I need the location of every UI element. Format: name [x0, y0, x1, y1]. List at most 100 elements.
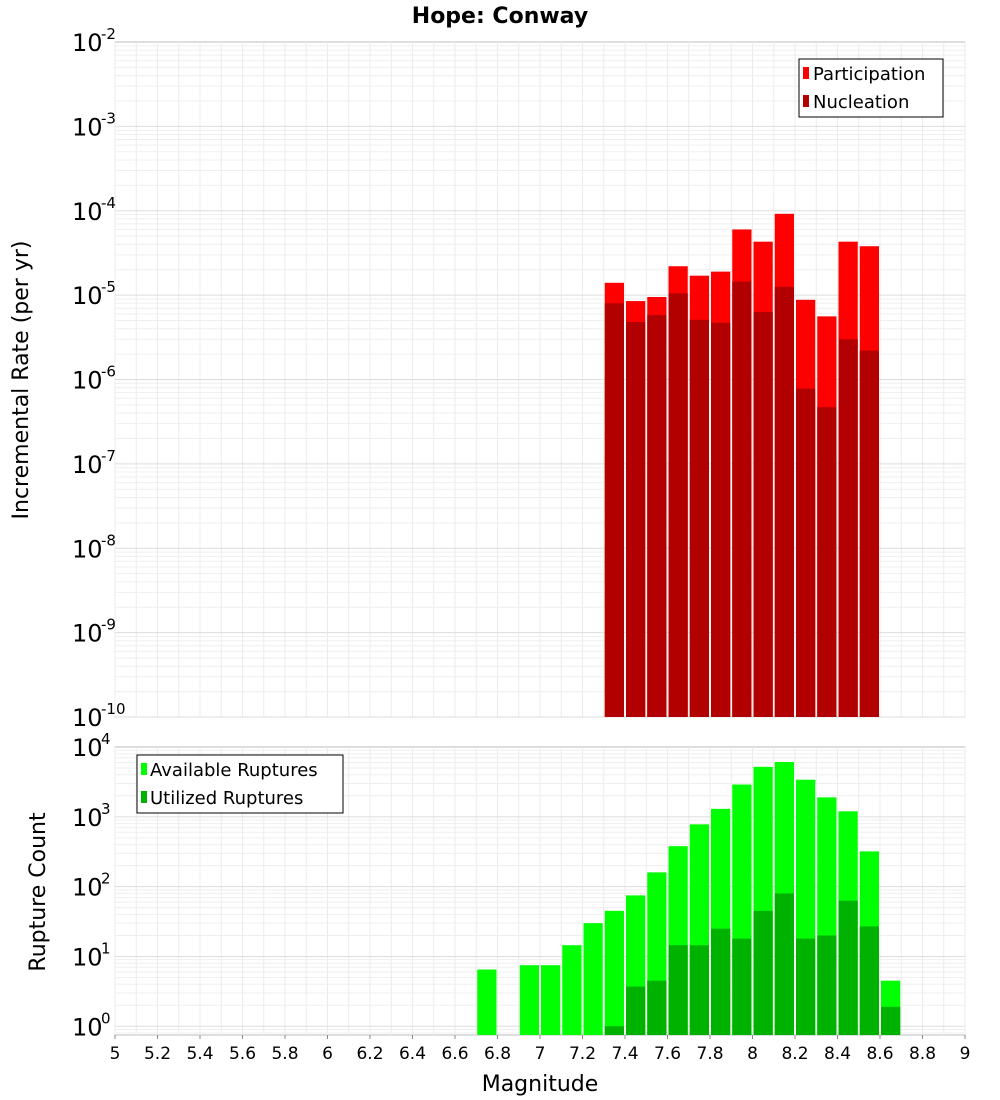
- bottom-legend-box: [136, 754, 344, 814]
- top-y-tick-base: 10: [72, 535, 103, 563]
- nucleation-bar: [689, 319, 709, 717]
- top-y-tick-exponent: -10: [101, 700, 126, 718]
- top-legend-box: [798, 58, 944, 118]
- utilized-ruptures-bar: [732, 938, 752, 1035]
- utilized-ruptures-bar: [881, 1006, 901, 1035]
- legend-swatch-utilized-ruptures: [141, 791, 147, 803]
- x-tick-label: 5.2: [144, 1044, 171, 1064]
- x-tick-label: 7.6: [654, 1044, 681, 1064]
- utilized-ruptures-bar: [711, 928, 731, 1035]
- bottom-y-tick-exponent: 3: [101, 800, 111, 818]
- x-tick-label: 8.4: [824, 1044, 851, 1064]
- top-y-tick-base: 10: [72, 367, 103, 395]
- top-bars: [604, 213, 879, 718]
- bottom-y-tick-exponent: 0: [101, 1009, 111, 1027]
- legend-label-utilized-ruptures: Utilized Ruptures: [150, 788, 303, 809]
- x-tick-label: 5.8: [271, 1044, 298, 1064]
- utilized-ruptures-bar: [859, 926, 879, 1035]
- utilized-ruptures-bar: [817, 935, 837, 1035]
- top-y-axis-label: Incremental Rate (per yr): [9, 241, 34, 520]
- available-ruptures-bar: [583, 923, 603, 1035]
- bottom-y-tick-base: 10: [72, 943, 103, 971]
- x-axis-label: Magnitude: [482, 1072, 599, 1097]
- nucleation-bar: [796, 388, 816, 717]
- x-tick-label: 8.8: [909, 1044, 936, 1064]
- x-tick-label: 5.6: [229, 1044, 256, 1064]
- nucleation-bar: [817, 407, 837, 717]
- x-tick-label: 7: [535, 1044, 546, 1064]
- top-y-tick-exponent: -9: [101, 616, 116, 634]
- x-tick-label: 5.4: [186, 1044, 213, 1064]
- bottom-bars: [477, 761, 901, 1035]
- top-y-tick-exponent: -2: [101, 25, 116, 43]
- top-y-tick-exponent: -4: [101, 194, 116, 212]
- bottom-y-tick-exponent: 4: [101, 730, 111, 748]
- utilized-ruptures-bar: [689, 945, 709, 1035]
- top-y-tick-exponent: -8: [101, 531, 116, 549]
- legend-swatch-nucleation: [803, 95, 809, 107]
- x-tick-label: 6: [322, 1044, 333, 1064]
- available-ruptures-bar: [541, 965, 561, 1035]
- x-tick-label: 7.2: [569, 1044, 596, 1064]
- utilized-ruptures-bar: [796, 938, 816, 1035]
- x-tick-label: 7.4: [611, 1044, 638, 1064]
- top-y-tick-base: 10: [72, 113, 103, 141]
- nucleation-bar: [711, 322, 731, 717]
- available-ruptures-bar: [604, 910, 624, 1035]
- nucleation-bar: [838, 339, 858, 717]
- top-legend: Participation Nucleation: [798, 58, 944, 118]
- nucleation-bar: [774, 286, 794, 717]
- chart-title: Hope: Conway: [412, 4, 588, 29]
- top-y-tick-base: 10: [72, 29, 103, 57]
- nucleation-bar: [753, 312, 773, 717]
- x-tick-label: 6.4: [399, 1044, 426, 1064]
- x-tick-label: 7.8: [696, 1044, 723, 1064]
- bottom-y-tick-base: 10: [72, 874, 103, 902]
- x-tick-label: 8.2: [781, 1044, 808, 1064]
- utilized-ruptures-bar: [647, 980, 667, 1035]
- available-ruptures-bar: [562, 945, 582, 1035]
- top-y-tick-exponent: -7: [101, 447, 116, 465]
- nucleation-bar: [668, 293, 688, 717]
- bottom-y-tick-base: 10: [72, 1013, 103, 1041]
- x-tick-label: 8: [747, 1044, 758, 1064]
- legend-label-nucleation: Nucleation: [813, 92, 909, 113]
- x-tick-label: 8.6: [866, 1044, 893, 1064]
- nucleation-bar: [647, 315, 667, 717]
- bottom-y-tick-exponent: 1: [101, 939, 111, 957]
- top-y-tick-base: 10: [72, 704, 103, 732]
- nucleation-bar: [626, 322, 646, 717]
- legend-swatch-participation: [803, 67, 809, 79]
- x-tick-label: 6.8: [484, 1044, 511, 1064]
- x-tick-label: 6.6: [441, 1044, 468, 1064]
- top-y-tick-base: 10: [72, 282, 103, 310]
- legend-label-participation: Participation: [813, 64, 925, 85]
- nucleation-bar: [732, 281, 752, 717]
- top-y-tick-base: 10: [72, 620, 103, 648]
- top-y-tick-exponent: -5: [101, 278, 116, 296]
- bottom-y-tick-base: 10: [72, 734, 103, 762]
- bottom-y-tick-base: 10: [72, 804, 103, 832]
- available-ruptures-bar: [519, 965, 539, 1035]
- utilized-ruptures-bar: [604, 1026, 624, 1035]
- utilized-ruptures-bar: [838, 900, 858, 1035]
- top-gridlines: [114, 42, 966, 718]
- top-y-tick-exponent: -6: [101, 363, 116, 381]
- utilized-ruptures-bar: [626, 986, 646, 1035]
- x-tick-labels: 5 5.2 5.4 5.6 5.8 6 6.2 6.4 6.6 6.8 7 7.2 7.4 7.6 7.8 8…: [110, 1035, 970, 1064]
- bottom-y-tick-exponent: 2: [101, 870, 111, 888]
- bottom-legend: Available Ruptures Utilized Ruptures: [136, 754, 344, 814]
- utilized-ruptures-bar: [774, 893, 794, 1035]
- available-ruptures-bar: [477, 969, 497, 1035]
- x-tick-label: 5: [110, 1044, 121, 1064]
- top-y-tick-base: 10: [72, 451, 103, 479]
- top-y-tick-exponent: -3: [101, 109, 116, 127]
- nucleation-bar: [604, 303, 624, 717]
- nucleation-bar: [859, 350, 879, 717]
- legend-swatch-available-ruptures: [141, 763, 147, 775]
- top-y-tick-base: 10: [72, 198, 103, 226]
